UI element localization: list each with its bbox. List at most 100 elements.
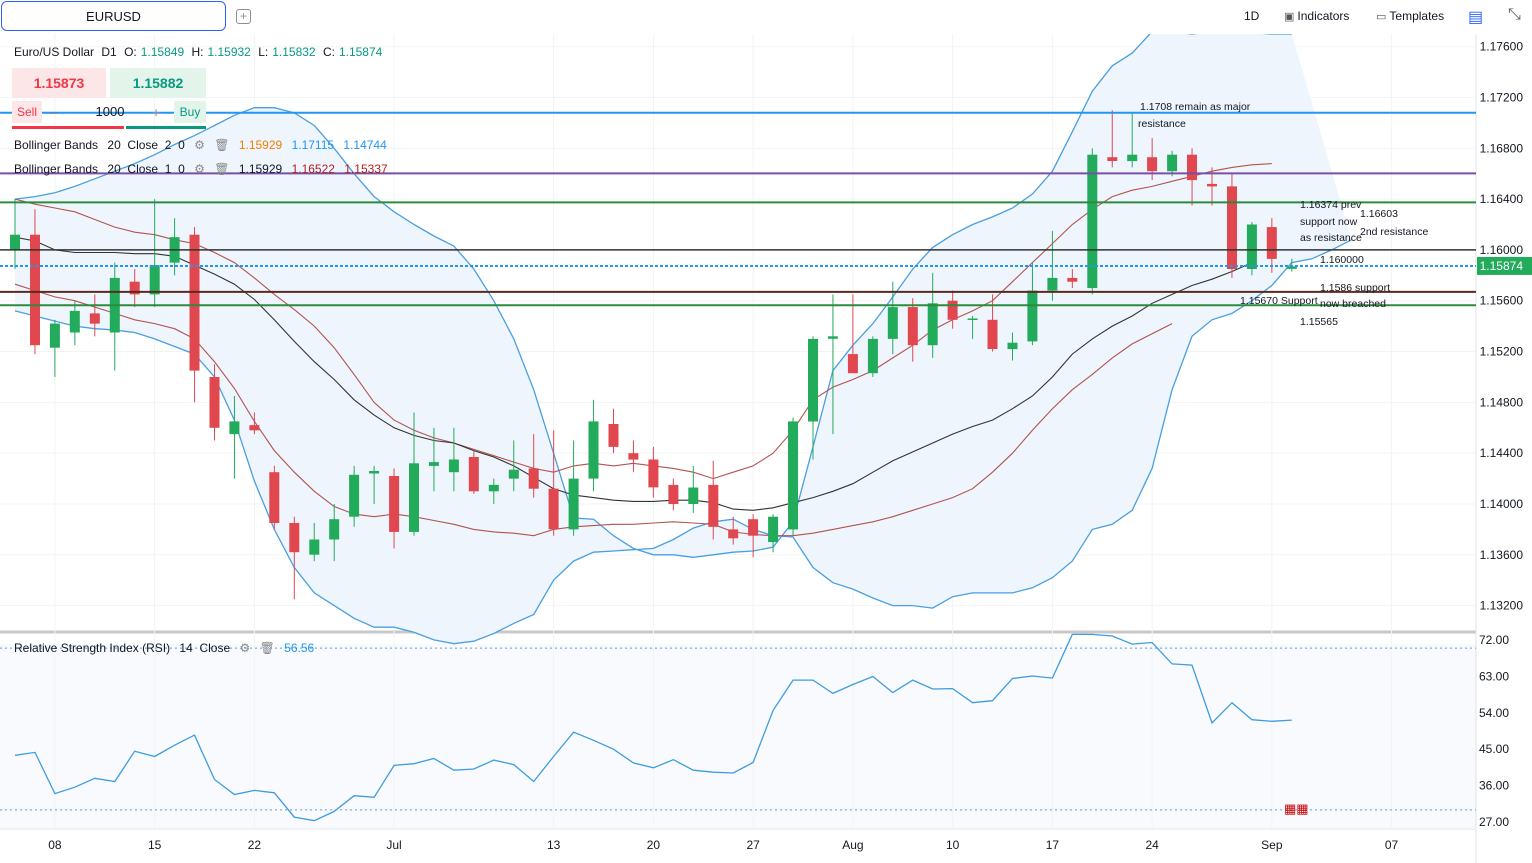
rsi-tick-label: 27.00 xyxy=(1479,815,1509,829)
candle-body xyxy=(1227,186,1237,269)
settings-icon[interactable]: ⚙ xyxy=(239,641,251,655)
price-tick-label: 1.15600 xyxy=(1480,294,1524,308)
legend-open: 1.15849 xyxy=(140,45,185,59)
candle-body xyxy=(249,425,260,431)
time-tick-label: 17 xyxy=(1046,838,1060,852)
collapse-icon[interactable]: ⤡ xyxy=(1508,6,1521,23)
time-tick-label: 24 xyxy=(1145,838,1159,852)
candle-body xyxy=(1127,154,1138,162)
rsi-tick-label: 72.00 xyxy=(1479,633,1509,647)
candle-body xyxy=(967,318,978,320)
price-tick-label: 1.16800 xyxy=(1480,141,1524,155)
time-tick-label: Jul xyxy=(386,838,401,852)
candle-body xyxy=(1027,290,1038,342)
candle-body xyxy=(748,519,759,536)
rsi-legend[interactable]: Relative Strength Index (RSI) 14 Close ⚙… xyxy=(14,641,320,655)
bb2-lower: 1.15337 xyxy=(344,162,388,176)
candle-body xyxy=(668,484,679,504)
legend-close-label: C: xyxy=(322,45,335,59)
bb-outer-upper-line xyxy=(14,34,1292,558)
candle-body xyxy=(808,338,818,422)
price-tick-label: 1.14400 xyxy=(1480,446,1524,460)
annotation-text: 1.15670 Support xyxy=(1240,295,1318,307)
candle-body xyxy=(788,421,798,530)
sell-price-button[interactable]: 1.15873 xyxy=(12,68,106,98)
candle-body xyxy=(1087,154,1098,289)
candle-body xyxy=(1266,227,1277,259)
candle-body xyxy=(49,323,60,348)
current-price-tag xyxy=(1477,256,1532,275)
templates-button[interactable]: ▭ Templates xyxy=(1376,9,1444,23)
layout-icon[interactable]: ▤ xyxy=(1468,9,1484,26)
candle-body xyxy=(608,424,619,447)
trash-icon[interactable]: 🗑 xyxy=(214,138,230,152)
settings-icon[interactable]: ⚙ xyxy=(194,138,205,152)
legend-high: 1.15932 xyxy=(207,45,251,59)
bb-legend-1[interactable]: Bollinger Bands 20 Close 2 0 ⚙ 🗑 1.15929… xyxy=(14,138,393,152)
annotation-text: 1.1586 support xyxy=(1320,282,1390,294)
bb-legend-2[interactable]: Bollinger Bands 20 Close 1 0 ⚙ 🗑 1.15929… xyxy=(14,162,394,176)
candle-body xyxy=(30,234,40,346)
bb-inner-lower-line xyxy=(14,283,1173,537)
bb-mid-line xyxy=(14,236,1253,511)
sell-label[interactable]: Sell xyxy=(12,101,42,123)
symbol-search[interactable]: EURUSD xyxy=(1,1,226,31)
time-tick-label: 22 xyxy=(248,838,262,852)
rsi-value: 56.56 xyxy=(284,641,315,655)
buy-bar xyxy=(126,126,206,129)
trash-icon[interactable]: 🗑 xyxy=(259,641,275,655)
templates-icon: ▭ xyxy=(1376,11,1387,23)
candle-body xyxy=(728,529,739,539)
time-tick-label: 20 xyxy=(647,838,661,852)
add-symbol-icon[interactable]: + xyxy=(236,9,251,24)
candle-body xyxy=(628,453,639,460)
price-tick-label: 1.17600 xyxy=(1480,40,1524,54)
price-tick-label: 1.15200 xyxy=(1480,345,1524,359)
templates-label: Templates xyxy=(1389,9,1445,23)
candle-body xyxy=(448,459,459,473)
rsi-params: 14 Close xyxy=(179,641,231,655)
candle-body xyxy=(269,472,280,523)
rsi-line xyxy=(14,633,1292,822)
bb2-upper: 1.16522 xyxy=(291,162,335,176)
indicators-label: Indicators xyxy=(1297,9,1350,23)
price-tick-label: 1.16000 xyxy=(1480,243,1524,257)
candle-body xyxy=(89,313,100,324)
legend-close: 1.15874 xyxy=(338,45,383,59)
indicators-icon: ▣ xyxy=(1284,11,1295,23)
legend-low-label: L: xyxy=(258,45,269,59)
minus-icon[interactable]: – xyxy=(50,104,58,120)
indicators-button[interactable]: ▣ Indicators xyxy=(1284,9,1349,23)
trash-icon[interactable]: 🗑 xyxy=(214,162,230,176)
candle-body xyxy=(708,484,719,527)
candle-body xyxy=(409,463,419,532)
candle-body xyxy=(768,516,779,543)
plus-icon[interactable]: + xyxy=(152,104,161,120)
buy-label[interactable]: Buy xyxy=(174,101,206,123)
candle-body xyxy=(548,488,559,530)
candle-body xyxy=(1107,157,1118,161)
price-chart[interactable]: 1.1708 remain as major resistance 1.16374 … xyxy=(0,34,1532,863)
buy-price-button[interactable]: 1.15882 xyxy=(110,68,206,98)
annotation-text: now breached xyxy=(1320,298,1386,310)
interval-button[interactable]: 1D xyxy=(1244,9,1260,23)
bb1-name: Bollinger Bands xyxy=(14,138,99,152)
annotation-text: 1.1708 remain as major xyxy=(1140,101,1251,113)
annotation-text: as resistance xyxy=(1300,232,1362,244)
time-tick-label: 13 xyxy=(547,838,561,852)
rsi-tick-label: 45.00 xyxy=(1479,742,1509,756)
candle-body xyxy=(947,300,958,320)
candle-body xyxy=(1047,277,1058,291)
settings-icon[interactable]: ⚙ xyxy=(194,162,205,176)
annotation-text: resistance xyxy=(1138,118,1186,130)
candle-body xyxy=(329,519,340,540)
time-tick-label: 15 xyxy=(148,838,162,852)
rsi-tick-label: 63.00 xyxy=(1479,669,1509,683)
rsi-label: Relative Strength Index (RSI) xyxy=(14,641,171,655)
rsi-tick-label: 36.00 xyxy=(1479,779,1509,793)
quantity-input[interactable]: 1000 xyxy=(95,104,125,119)
candle-body xyxy=(229,421,240,435)
bb1-basis: 1.15929 xyxy=(238,138,283,152)
candle-body xyxy=(1187,154,1197,181)
candle-body xyxy=(847,354,858,374)
